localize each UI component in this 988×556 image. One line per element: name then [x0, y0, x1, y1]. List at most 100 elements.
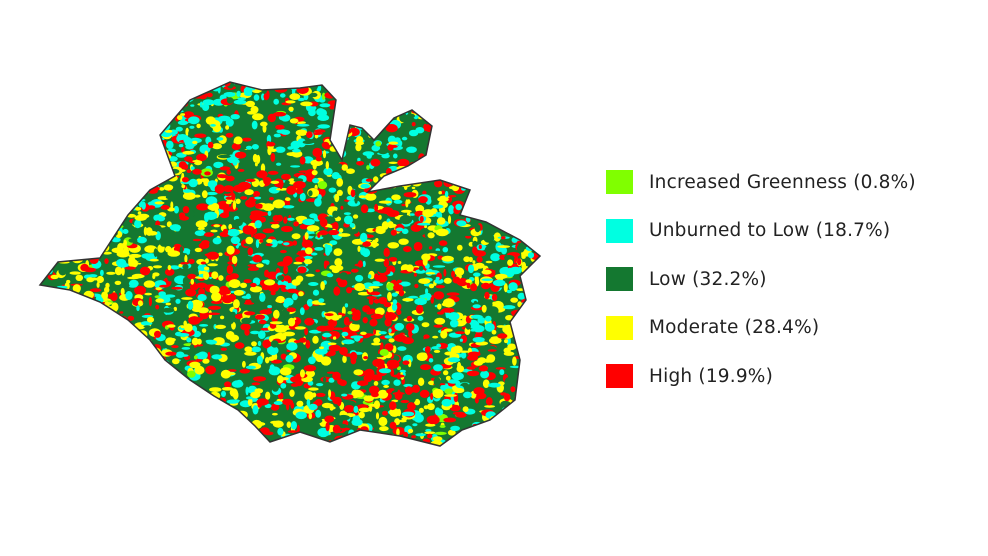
moderate-patch — [115, 428, 123, 433]
moderate-patch — [526, 431, 532, 439]
moderate-patch — [388, 141, 399, 145]
high-severity-patch — [79, 312, 90, 320]
low-patch — [489, 392, 495, 396]
high-severity-patch — [381, 83, 395, 91]
unburned-to-low-patch — [245, 293, 251, 300]
moderate-patch — [498, 135, 509, 143]
moderate-patch — [516, 170, 522, 180]
high-severity-patch — [406, 315, 413, 322]
low-patch — [438, 359, 443, 364]
moderate-patch — [171, 396, 183, 402]
unburned-to-low-patch — [84, 310, 91, 316]
moderate-patch — [436, 217, 446, 225]
unburned-to-low-patch — [506, 144, 513, 152]
unburned-to-low-patch — [151, 175, 158, 180]
unburned-to-low-patch — [67, 168, 76, 178]
moderate-patch — [493, 232, 501, 242]
moderate-patch — [448, 186, 460, 190]
high-severity-patch — [386, 444, 394, 446]
high-severity-patch — [253, 190, 260, 198]
moderate-patch — [63, 415, 71, 420]
moderate-patch — [40, 101, 54, 107]
unburned-to-low-patch — [171, 94, 177, 99]
moderate-patch — [143, 280, 156, 288]
unburned-to-low-patch — [199, 324, 209, 327]
moderate-patch — [139, 421, 146, 427]
moderate-patch — [291, 279, 301, 286]
moderate-patch — [121, 187, 131, 193]
moderate-patch — [191, 337, 199, 346]
high-severity-patch — [518, 325, 528, 333]
unburned-to-low-patch — [462, 431, 471, 436]
unburned-to-low-patch — [40, 113, 46, 119]
moderate-patch — [167, 337, 176, 342]
moderate-patch — [454, 147, 466, 152]
moderate-patch — [426, 100, 439, 105]
high-severity-patch — [130, 129, 141, 137]
high-severity-patch — [143, 153, 147, 157]
high-severity-patch — [85, 82, 92, 91]
moderate-patch — [237, 424, 250, 430]
moderate-patch — [202, 414, 212, 421]
high-severity-patch — [533, 82, 540, 87]
high-severity-patch — [170, 87, 178, 90]
moderate-patch — [507, 343, 517, 351]
moderate-patch — [71, 314, 79, 319]
moderate-patch — [65, 130, 74, 136]
moderate-patch — [106, 271, 116, 275]
high-severity-patch — [328, 330, 340, 340]
unburned-to-low-patch — [250, 330, 260, 335]
swatch-high — [606, 364, 633, 388]
moderate-patch — [156, 443, 160, 446]
low-patch — [89, 393, 102, 399]
unburned-to-low-patch — [36, 130, 40, 135]
unburned-to-low-patch — [111, 115, 117, 124]
moderate-patch — [293, 437, 300, 443]
high-severity-patch — [374, 273, 379, 281]
unburned-to-low-patch — [110, 193, 115, 201]
high-severity-patch — [45, 432, 55, 441]
high-severity-patch — [438, 240, 448, 246]
high-severity-patch — [321, 141, 330, 149]
high-severity-patch — [191, 438, 197, 446]
unburned-to-low-patch — [349, 223, 355, 228]
moderate-patch — [390, 108, 398, 113]
moderate-patch — [97, 333, 110, 342]
unburned-to-low-patch — [363, 96, 372, 105]
moderate-patch — [396, 428, 400, 436]
moderate-patch — [392, 87, 399, 94]
unburned-to-low-patch — [136, 305, 140, 312]
moderate-patch — [427, 403, 435, 411]
unburned-to-low-patch — [56, 369, 69, 374]
moderate-patch — [85, 336, 90, 344]
high-severity-patch — [51, 431, 61, 439]
moderate-patch — [388, 223, 396, 228]
unburned-to-low-patch — [245, 437, 251, 445]
unburned-to-low-patch — [535, 324, 540, 329]
unburned-to-low-patch — [186, 337, 192, 343]
low-patch — [348, 225, 352, 234]
moderate-patch — [46, 208, 51, 214]
unburned-to-low-patch — [310, 252, 318, 256]
high-severity-patch — [211, 300, 223, 305]
moderate-patch — [500, 136, 504, 141]
swatch-increased-greenness — [606, 170, 633, 194]
moderate-patch — [531, 283, 540, 289]
high-severity-patch — [270, 291, 276, 296]
moderate-patch — [123, 326, 127, 329]
low-patch — [233, 218, 243, 227]
high-severity-patch — [299, 156, 306, 165]
moderate-patch — [194, 365, 205, 375]
high-severity-patch — [532, 103, 540, 109]
moderate-patch — [173, 383, 184, 388]
unburned-to-low-patch — [531, 129, 539, 133]
moderate-patch — [486, 137, 500, 142]
moderate-patch — [452, 90, 465, 94]
high-severity-patch — [280, 249, 287, 254]
low-patch — [113, 315, 118, 319]
unburned-to-low-patch — [162, 442, 167, 445]
moderate-patch — [204, 404, 209, 413]
unburned-to-low-patch — [502, 435, 512, 439]
unburned-to-low-patch — [49, 101, 56, 110]
low-patch — [74, 336, 87, 341]
